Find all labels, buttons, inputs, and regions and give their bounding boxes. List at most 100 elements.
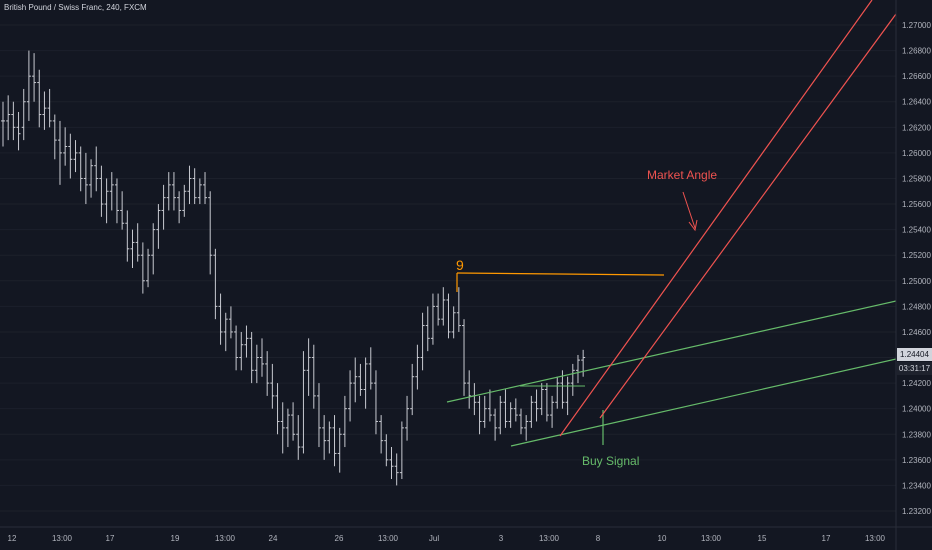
price-tick-label: 1.26600 <box>902 72 931 81</box>
ohlc-bar <box>234 325 239 371</box>
ohlc-bar <box>405 395 410 441</box>
ohlc-bar <box>265 351 270 396</box>
ohlc-bar <box>47 88 52 128</box>
ohlc-bar <box>146 248 151 288</box>
ohlc-bar <box>358 363 363 396</box>
ohlc-bar <box>135 223 140 262</box>
price-tick-label: 1.24600 <box>902 328 931 337</box>
price-tick-label: 1.24200 <box>902 379 931 388</box>
drawings[interactable]: 9 Market Angle Buy Signal <box>446 0 897 468</box>
ohlc-bar <box>389 447 394 480</box>
ohlc-bar <box>171 172 176 211</box>
ohlc-bar <box>368 347 373 390</box>
ohlc-bar <box>441 287 446 326</box>
price-bars <box>1 50 586 486</box>
ohlc-bar <box>327 421 332 454</box>
ohlc-bar <box>114 178 119 224</box>
ohlc-bar <box>337 427 342 473</box>
channel-lower-line[interactable] <box>510 358 897 447</box>
ohlc-bar <box>32 53 37 102</box>
ohlc-bar <box>467 370 472 409</box>
channel-upper-line[interactable] <box>446 300 897 403</box>
ohlc-bar <box>21 88 26 141</box>
time-tick-label: 17 <box>822 534 831 543</box>
ohlc-bar <box>306 338 311 396</box>
price-tick-label: 1.24800 <box>902 302 931 311</box>
ohlc-bar <box>399 421 404 480</box>
ohlc-bar <box>161 184 166 230</box>
ohlc-bar <box>68 133 73 179</box>
arrow-head <box>688 219 698 232</box>
ohlc-bar <box>436 293 441 326</box>
chart-title: British Pound / Swiss Franc, 240, FXCM <box>4 3 147 12</box>
time-tick-label: 10 <box>658 534 667 543</box>
time-axis[interactable]: 12 13:00 17 19 13:00 24 26 13:00 Jul 3 13:00 8 10 13:… <box>8 534 886 543</box>
time-tick-label: Jul <box>429 534 439 543</box>
ohlc-bar <box>581 349 586 377</box>
time-tick-label: 15 <box>758 534 767 543</box>
ohlc-bar <box>379 415 384 454</box>
annotation-nine[interactable]: 9 <box>456 257 464 273</box>
ohlc-bar <box>228 306 233 339</box>
ohlc-bar <box>524 415 529 441</box>
ohlc-bar <box>508 402 513 428</box>
time-tick-label: 26 <box>335 534 344 543</box>
time-tick-label: 17 <box>106 534 115 543</box>
price-tick-label: 1.23600 <box>902 456 931 465</box>
ohlc-bar <box>555 376 560 409</box>
ohlc-bar <box>104 178 109 224</box>
ohlc-bar <box>130 229 135 268</box>
ohlc-bar <box>213 248 218 320</box>
ohlc-bar <box>560 370 565 409</box>
ohlc-bar <box>544 383 549 422</box>
ohlc-bar <box>166 172 171 211</box>
ohlc-bar <box>280 402 285 454</box>
ohlc-bar <box>94 146 99 192</box>
ohlc-bar <box>415 344 420 390</box>
annotation-arrow[interactable] <box>682 191 696 229</box>
time-tick-label: 13:00 <box>52 534 73 543</box>
ohlc-bar <box>570 363 575 396</box>
ohlc-bar <box>125 210 130 262</box>
ohlc-bar <box>575 354 580 384</box>
price-tick-label: 1.24000 <box>902 405 931 414</box>
ohlc-bar <box>565 376 570 416</box>
ohlc-bar <box>373 370 378 435</box>
ohlc-bar <box>260 338 264 377</box>
time-tick-label: 13:00 <box>539 534 560 543</box>
ohlc-bar <box>73 140 78 173</box>
time-tick-label: 13:00 <box>215 534 236 543</box>
price-tick-label: 1.25000 <box>902 277 931 286</box>
ohlc-bar <box>301 351 306 454</box>
time-tick-label: 8 <box>596 534 601 543</box>
market-angle-lower-line[interactable] <box>599 13 897 419</box>
annotation-market-angle[interactable]: Market Angle <box>647 168 717 182</box>
time-tick-label: 13:00 <box>701 534 722 543</box>
ohlc-bar <box>353 357 358 403</box>
ohlc-bar <box>270 363 275 409</box>
ohlc-bar <box>187 165 192 205</box>
ohlc-bar <box>420 312 425 371</box>
ohlc-bar <box>482 395 487 428</box>
level-9-line[interactable] <box>456 272 665 276</box>
time-tick-label: 13:00 <box>378 534 399 543</box>
price-axis[interactable]: 1.23200 1.23400 1.23600 1.23800 1.24000 1.242… <box>902 21 931 516</box>
ohlc-bar <box>63 127 68 166</box>
ohlc-bar <box>26 50 31 121</box>
time-tick-label: 24 <box>269 534 278 543</box>
ohlc-bar <box>89 159 94 198</box>
ohlc-bar <box>42 91 47 130</box>
ohlc-bar <box>477 395 482 435</box>
ohlc-bar <box>316 383 321 448</box>
price-tick-label: 1.23400 <box>902 481 931 490</box>
market-angle-upper-line[interactable] <box>559 0 873 437</box>
ohlc-bar <box>223 312 228 352</box>
ohlc-bar <box>534 389 539 422</box>
annotation-buy-signal[interactable]: Buy Signal <box>582 454 639 468</box>
ohlc-bar <box>109 172 114 211</box>
ohlc-bar <box>529 395 534 428</box>
ohlc-bar <box>275 383 280 435</box>
ohlc-bar <box>550 395 555 428</box>
